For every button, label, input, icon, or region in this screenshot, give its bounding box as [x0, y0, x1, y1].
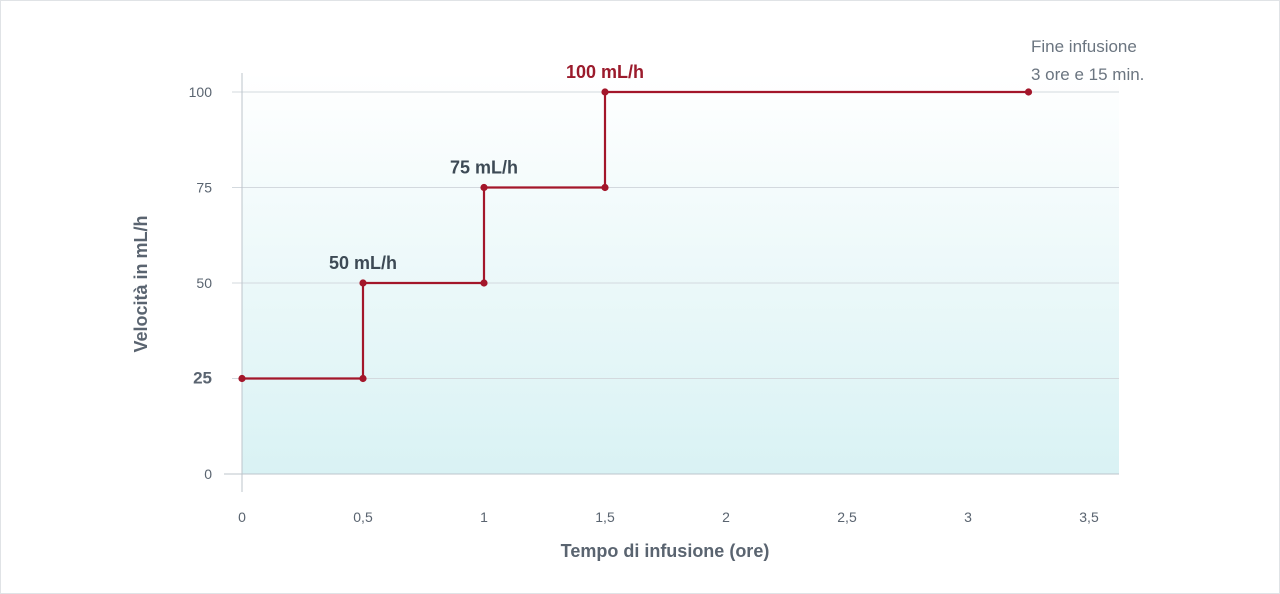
series-layer: [238, 88, 1033, 383]
end-note-line-1: Fine infusione: [1031, 37, 1137, 56]
x-tick-label: 2,5: [837, 509, 857, 525]
x-tick-label: 0: [238, 509, 246, 525]
x-tick-label: 1,5: [595, 509, 615, 525]
x-axis-title: Tempo di infusione (ore): [561, 541, 770, 561]
end-note-line-2: 3 ore e 15 min.: [1031, 65, 1144, 84]
y-tick-label: 25: [193, 369, 212, 388]
series-line: [242, 90, 1029, 380]
y-tick-label: 50: [196, 275, 212, 291]
x-tick-label: 1: [480, 509, 488, 525]
x-tick-label: 3: [964, 509, 972, 525]
data-point: [480, 183, 488, 192]
rate-annotation: 75 mL/h: [450, 158, 518, 178]
plot-area: [242, 73, 1119, 474]
x-tick-label: 2: [722, 509, 730, 525]
rate-annotation: 100 mL/h: [566, 62, 644, 82]
y-tick-label: 100: [189, 84, 213, 100]
data-point: [238, 374, 246, 383]
annotations: 50 mL/h 75 mL/h 100 mL/h: [329, 62, 644, 273]
axes: [224, 73, 1119, 492]
x-tick-label: 0,5: [353, 509, 373, 525]
data-point: [480, 279, 488, 287]
data-point: [359, 279, 367, 287]
x-tick-label: 3,5: [1079, 509, 1099, 525]
data-point: [1024, 88, 1033, 96]
tick-labels: 0 25 50 75 100 0 0,5 1 1,5 2 2,5 3 3,5: [189, 84, 1099, 525]
y-tick-label: 0: [204, 466, 212, 482]
data-point: [601, 88, 609, 96]
y-axis-title: Velocità in mL/h: [131, 215, 151, 352]
rate-annotation: 50 mL/h: [329, 253, 397, 273]
y-tick-label: 75: [196, 180, 212, 196]
data-point: [601, 183, 609, 192]
data-point: [359, 374, 367, 383]
